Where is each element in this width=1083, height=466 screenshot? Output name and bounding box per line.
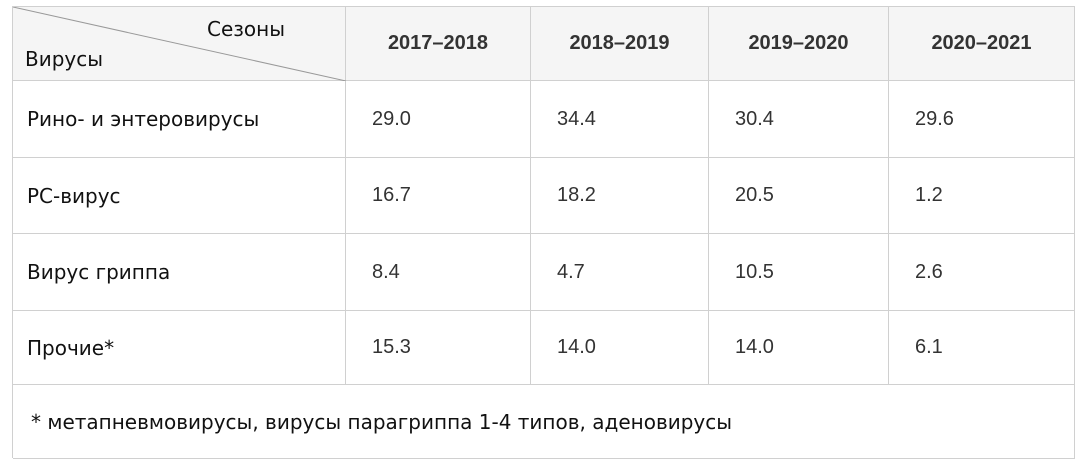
column-header: 2019–2020 <box>709 7 889 81</box>
corner-cell: Сезоны Вирусы <box>13 7 346 81</box>
value-cell: 2.6 <box>889 234 1075 311</box>
value-cell: 18.2 <box>531 158 709 234</box>
value-cell: 10.5 <box>709 234 889 311</box>
row-label: Вирус гриппа <box>13 234 346 311</box>
column-header: 2020–2021 <box>889 7 1075 81</box>
corner-bottom: Вирусы <box>25 47 104 71</box>
corner-top: Сезоны <box>207 17 286 41</box>
value-cell: 1.2 <box>889 158 1075 234</box>
table: Сезоны Вирусы 2017–2018 2018–2019 2019–202… <box>12 6 1075 459</box>
value-cell: 20.5 <box>709 158 889 234</box>
value-cell: 8.4 <box>346 234 531 311</box>
value-cell: 14.0 <box>709 311 889 385</box>
column-header: 2018–2019 <box>531 7 709 81</box>
value-cell: 34.4 <box>531 81 709 158</box>
diagonal <box>13 7 346 81</box>
value-cell: 4.7 <box>531 234 709 311</box>
value-cell: 29.6 <box>889 81 1075 158</box>
value-cell: 29.0 <box>346 81 531 158</box>
value-cell: 14.0 <box>531 311 709 385</box>
value-cell: 6.1 <box>889 311 1075 385</box>
value-cell: 15.3 <box>346 311 531 385</box>
value-cell: 16.7 <box>346 158 531 234</box>
row-label: РС-вирус <box>13 158 346 234</box>
row-label: Прочие* <box>13 311 346 385</box>
value-cell: 30.4 <box>709 81 889 158</box>
footnote: * метапневмовирусы, вирусы парагриппа 1-… <box>13 385 1075 459</box>
column-header: 2017–2018 <box>346 7 531 81</box>
row-label: Рино- и энтеровирусы <box>13 81 346 158</box>
